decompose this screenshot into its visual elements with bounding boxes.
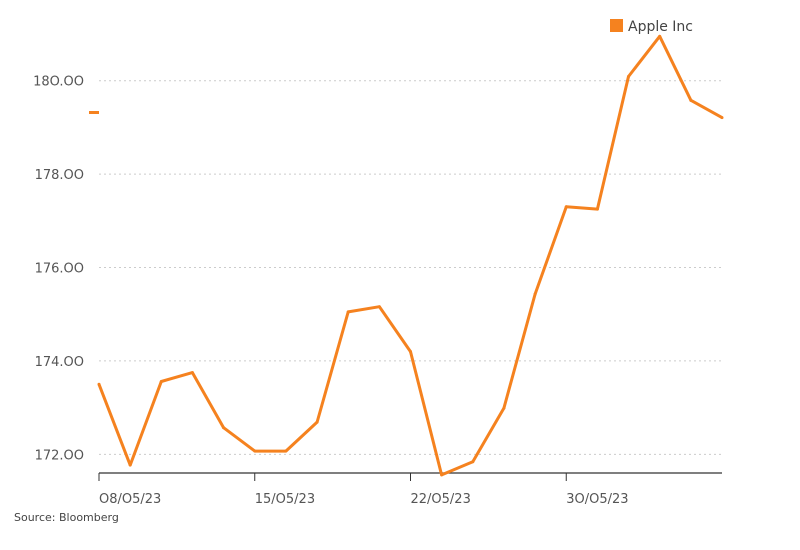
y-tick-label: 178.OO	[35, 168, 84, 183]
x-axis-ticks: O8/O5/23 15/O5/23 22/O5/23 3O/O5/23	[98, 473, 629, 507]
series-group	[97, 34, 724, 477]
data-point	[97, 382, 101, 386]
legend-swatch	[610, 19, 623, 32]
data-point	[409, 350, 412, 354]
data-point	[564, 205, 568, 209]
y-tick-label: 176.OO	[35, 262, 84, 277]
x-tick-label: 3O/O5/23	[566, 492, 628, 507]
x-tick-label: 15/O5/23	[255, 492, 315, 507]
data-point	[190, 371, 194, 375]
y-tick-label: 174.OO	[35, 355, 84, 370]
data-point	[222, 426, 226, 430]
data-point	[627, 75, 631, 79]
series-line-apple-inc	[97, 34, 723, 477]
y-tick-label: 172.OO	[35, 448, 84, 463]
x-tick-label: 22/O5/23	[411, 492, 471, 507]
data-point	[284, 449, 288, 453]
data-point	[159, 379, 163, 383]
data-point	[253, 449, 257, 453]
data-point	[315, 420, 319, 424]
data-point	[377, 305, 381, 309]
data-point	[533, 292, 537, 296]
data-point	[346, 310, 350, 314]
y-tick-label: 18O.OO	[33, 75, 84, 90]
x-tick-label: O8/O5/23	[99, 492, 161, 507]
series-offscale-marker	[89, 111, 99, 114]
data-point	[658, 34, 662, 38]
gridlines	[99, 80, 722, 455]
source-note: Source: Bloomberg	[14, 511, 119, 524]
data-point	[502, 406, 506, 410]
data-point	[440, 473, 444, 477]
y-axis-ticks: 172.OO 174.OO 176.OO 178.OO 18O.OO	[33, 75, 84, 464]
data-point	[595, 207, 599, 211]
data-point	[128, 463, 132, 467]
data-point	[471, 460, 475, 464]
data-point	[720, 116, 724, 120]
legend-label: Apple Inc	[628, 19, 693, 35]
data-point	[689, 98, 693, 102]
legend: Apple Inc	[610, 19, 693, 35]
